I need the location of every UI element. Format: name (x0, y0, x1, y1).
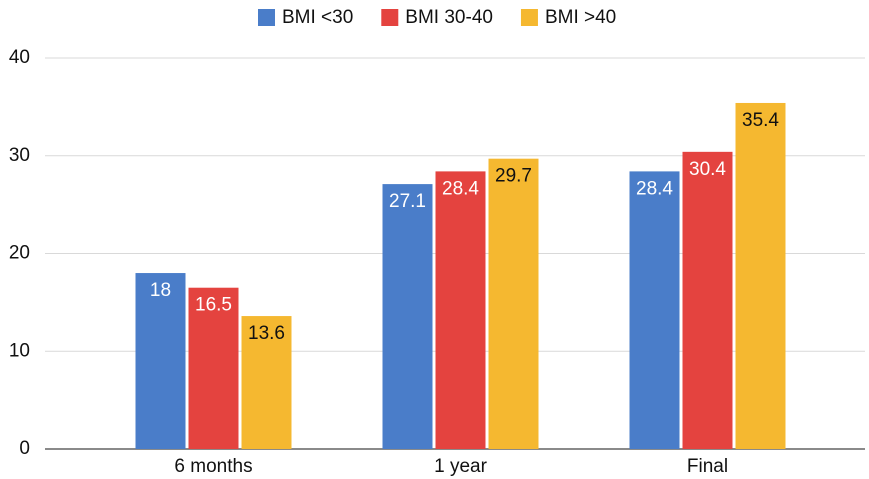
bar (682, 151, 733, 449)
y-tick-label: 20 (9, 243, 30, 264)
data-label: 30.4 (689, 159, 726, 180)
legend-label: BMI >40 (545, 7, 616, 28)
bar (188, 287, 239, 449)
legend-label: BMI 30-40 (405, 7, 493, 28)
bar (241, 316, 292, 449)
data-label: 16.5 (195, 295, 232, 316)
y-tick-label: 10 (9, 340, 30, 361)
bar (488, 158, 539, 449)
legend-label: BMI <30 (282, 7, 353, 28)
legend-swatch (381, 9, 399, 26)
data-label: 28.4 (636, 178, 673, 199)
y-tick-label: 0 (19, 438, 30, 459)
bar (629, 171, 680, 449)
y-tick-label: 40 (9, 47, 30, 68)
x-tick-label: 6 months (174, 456, 252, 477)
data-label: 18 (150, 280, 171, 301)
legend-swatch (520, 9, 538, 26)
data-label: 13.6 (248, 323, 285, 344)
bar (435, 171, 486, 449)
data-label: 28.4 (442, 178, 479, 199)
bar (135, 273, 186, 449)
data-label: 35.4 (742, 110, 779, 131)
bar (382, 184, 433, 449)
x-tick-label: 1 year (434, 456, 487, 477)
x-tick-label: Final (687, 456, 728, 477)
legend-swatch (258, 9, 275, 26)
data-label: 29.7 (495, 166, 532, 187)
y-tick-label: 30 (9, 145, 30, 166)
data-label: 27.1 (389, 191, 426, 212)
bar (735, 102, 786, 449)
